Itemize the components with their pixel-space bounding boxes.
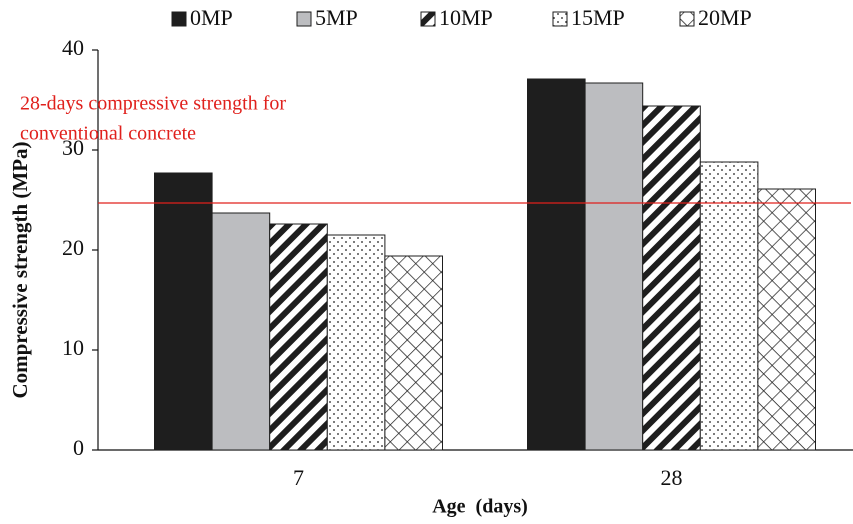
- reference-label: conventional concrete: [20, 123, 196, 145]
- bar: [642, 105, 701, 451]
- y-tick-label: 40: [62, 35, 84, 60]
- y-tick-label: 0: [73, 435, 84, 460]
- x-axis-title: Age (days): [432, 496, 528, 518]
- legend-label: 10MP: [439, 5, 493, 30]
- bar: [584, 82, 644, 451]
- legend-label: 0MP: [190, 5, 233, 30]
- bar: [269, 223, 328, 451]
- legend-swatch: [679, 11, 695, 27]
- y-tick-label: 10: [62, 335, 84, 360]
- reference-label: 28-days compressive strength for: [20, 93, 286, 115]
- y-tick-label: 30: [62, 135, 84, 160]
- x-tick-label: 28: [661, 465, 683, 490]
- legend-swatch: [171, 11, 187, 27]
- y-axis-title: Compressive strength (MPa): [8, 141, 32, 398]
- y-tick-label: 20: [62, 235, 84, 260]
- legend-label: 5MP: [315, 5, 358, 30]
- legend-label: 15MP: [571, 5, 625, 30]
- bar: [527, 78, 586, 451]
- bar: [326, 234, 386, 451]
- bar: [384, 255, 443, 451]
- legend-swatch: [296, 11, 312, 27]
- bar: [211, 212, 271, 451]
- legend-swatch: [420, 11, 436, 27]
- legend-label: 20MP: [698, 5, 752, 30]
- bar: [699, 161, 759, 451]
- bar: [154, 172, 213, 451]
- bar: [757, 188, 817, 451]
- legend-swatch: [552, 11, 568, 27]
- x-tick-label: 7: [293, 465, 304, 490]
